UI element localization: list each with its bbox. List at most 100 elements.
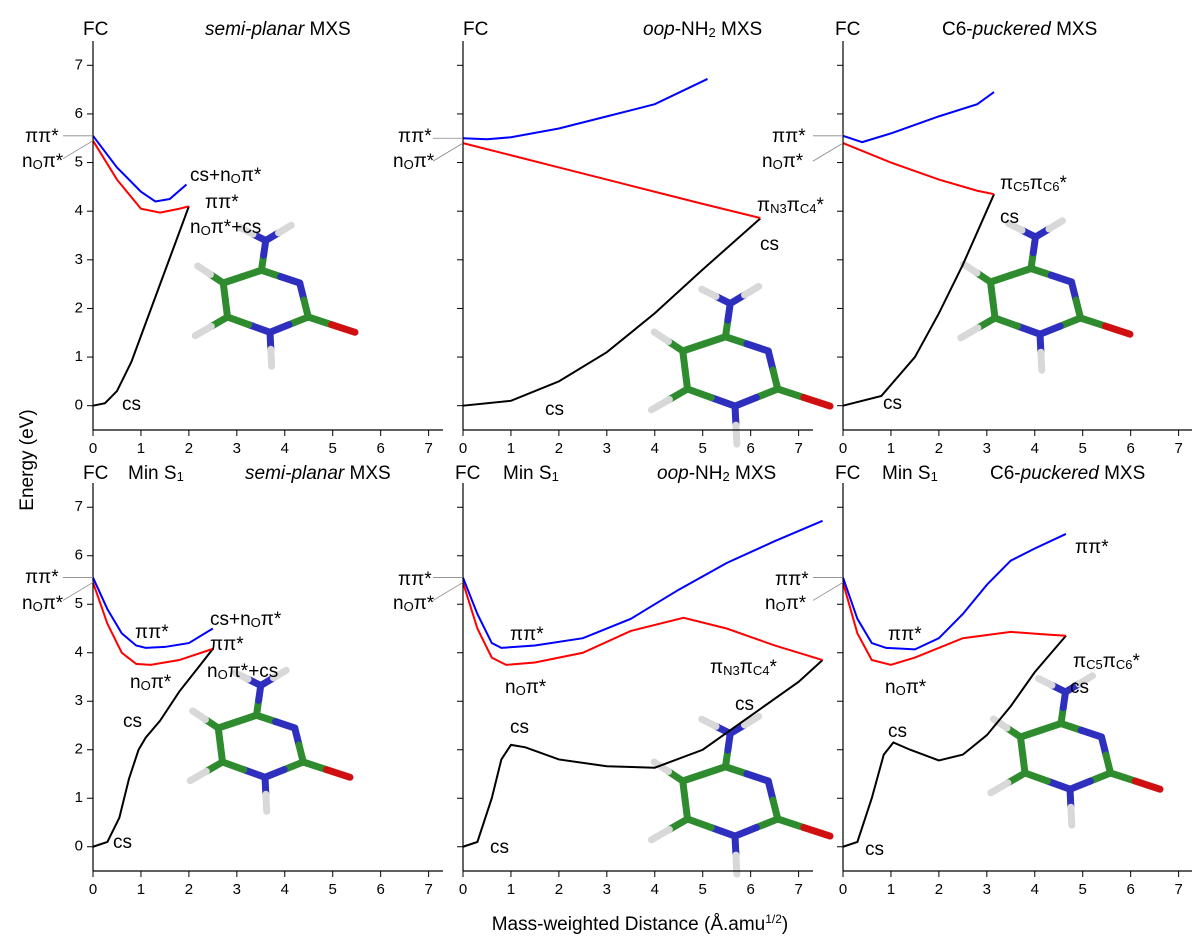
x-tick-label: 1 [507, 440, 515, 457]
panel-title-part: Min S [128, 463, 177, 484]
annotation-part: n [885, 677, 896, 698]
molecule-bond [1039, 679, 1053, 686]
annotation-part: cs [123, 711, 142, 732]
molecule-bond [1105, 326, 1130, 334]
annotation-part: O [33, 157, 43, 172]
annotation-part: π* [43, 151, 64, 172]
panel-title-part: semi-planar [205, 19, 305, 40]
annotation: cs [883, 393, 902, 414]
y-axis-label: Energy (eV) [17, 409, 38, 510]
panel-title: FC [463, 19, 488, 40]
x-tick-label: 5 [699, 881, 707, 898]
molecule [195, 225, 355, 366]
x-tick-label: 5 [329, 881, 337, 898]
panel-title-part: C6- [942, 19, 973, 40]
x-tick-label: 1 [507, 881, 515, 898]
annotation-part: O [201, 223, 211, 238]
annotation-part: * [769, 657, 777, 678]
molecule-bond [193, 711, 206, 720]
panel-title-part: FC [83, 463, 108, 484]
annotation-part: π [1000, 173, 1013, 194]
x-tick-label: 4 [651, 440, 659, 457]
annotation-part: n [393, 593, 404, 614]
x-tick-label: 4 [1031, 881, 1039, 898]
molecule-bond [688, 819, 712, 828]
x-axis-label-part: ) [782, 914, 788, 935]
annotation: nOπ* [765, 593, 807, 614]
molecule-bond [1049, 221, 1063, 229]
panel-title-part: Min S [882, 463, 931, 484]
y-tick-label: 0 [75, 397, 83, 414]
molecule-bond [195, 326, 211, 335]
annotation-part: C5 [1013, 179, 1030, 194]
annotation: cs [545, 399, 564, 420]
annotation-part: C4 [800, 201, 817, 216]
molecule-bond [332, 325, 355, 333]
annotation-part: n [393, 151, 404, 172]
y-tick-label: 6 [75, 105, 83, 122]
panel-title-part: FC [83, 19, 108, 40]
annotation-part: π* [43, 593, 64, 614]
annotation-part: C6 [1116, 657, 1133, 672]
molecule-bond [1025, 773, 1048, 781]
molecule-bond [1111, 773, 1136, 781]
annotation-part: ππ* [1075, 537, 1109, 558]
annotation: cs [510, 717, 529, 738]
annotation-part: O [218, 667, 228, 682]
annotation-part: π [1073, 651, 1086, 672]
x-tick-label: 7 [424, 881, 432, 898]
panel-title-part: Min S [503, 463, 552, 484]
y-tick-label: 7 [75, 56, 83, 73]
panel-title: C6-puckered MXS [990, 463, 1145, 484]
molecule-bond [271, 349, 272, 366]
curve [93, 206, 189, 405]
panel-title: Min S1 [503, 463, 559, 484]
x-tick-label: 0 [839, 881, 847, 898]
annotation-part: O [776, 599, 786, 614]
x-tick-label: 6 [1126, 440, 1134, 457]
annotation-part: n [130, 672, 141, 693]
panel-title: semi-planar MXS [245, 463, 391, 484]
molecule [961, 221, 1130, 370]
x-tick-label: 3 [983, 881, 991, 898]
annotation-part: ππ* [135, 622, 169, 643]
annotation: cs [490, 837, 509, 858]
annotation-part: π* [414, 593, 435, 614]
panel-title: Min S1 [128, 463, 184, 484]
y-tick-label: 0 [75, 838, 83, 855]
panel-title: FC [83, 19, 108, 40]
molecule-bond [1135, 781, 1160, 789]
x-tick-label: 6 [1126, 881, 1134, 898]
annotation-part: cs+n [190, 165, 231, 186]
panel-title-part: MXS [344, 463, 390, 484]
x-tick-label: 0 [459, 440, 467, 457]
annotation-part: n [22, 151, 33, 172]
panel-title-part: FC [455, 463, 480, 484]
annotation-part: O [141, 678, 151, 693]
annotation-part: ππ* [25, 567, 59, 588]
molecule-bond [198, 266, 211, 275]
panel-title-part: 2 [722, 469, 729, 484]
annotation: ππ* [888, 624, 922, 645]
pointer [433, 143, 463, 161]
annotation-part: cs [883, 393, 902, 414]
panel-title-part: FC [835, 463, 860, 484]
molecule-bond [303, 762, 326, 770]
y-tick-label: 5 [75, 595, 83, 612]
y-tick-label: 2 [75, 741, 83, 758]
annotation-part: N3 [770, 201, 787, 216]
x-tick-label: 1 [137, 881, 145, 898]
annotation-part: cs [735, 694, 754, 715]
annotation-part: π* [786, 593, 807, 614]
annotation-part: cs [865, 839, 884, 860]
molecule-bond [651, 399, 669, 409]
annotation: cs [1000, 207, 1019, 228]
annotation: πN3πC4* [757, 195, 824, 216]
curve [843, 143, 994, 194]
panel-title-part: puckered [1020, 463, 1101, 484]
annotation-part: O [33, 599, 43, 614]
annotation: πC5πC6* [1000, 173, 1067, 194]
annotation-part: n [190, 217, 201, 238]
panel-title-part: FC [463, 19, 488, 40]
x-tick-label: 7 [1174, 881, 1182, 898]
